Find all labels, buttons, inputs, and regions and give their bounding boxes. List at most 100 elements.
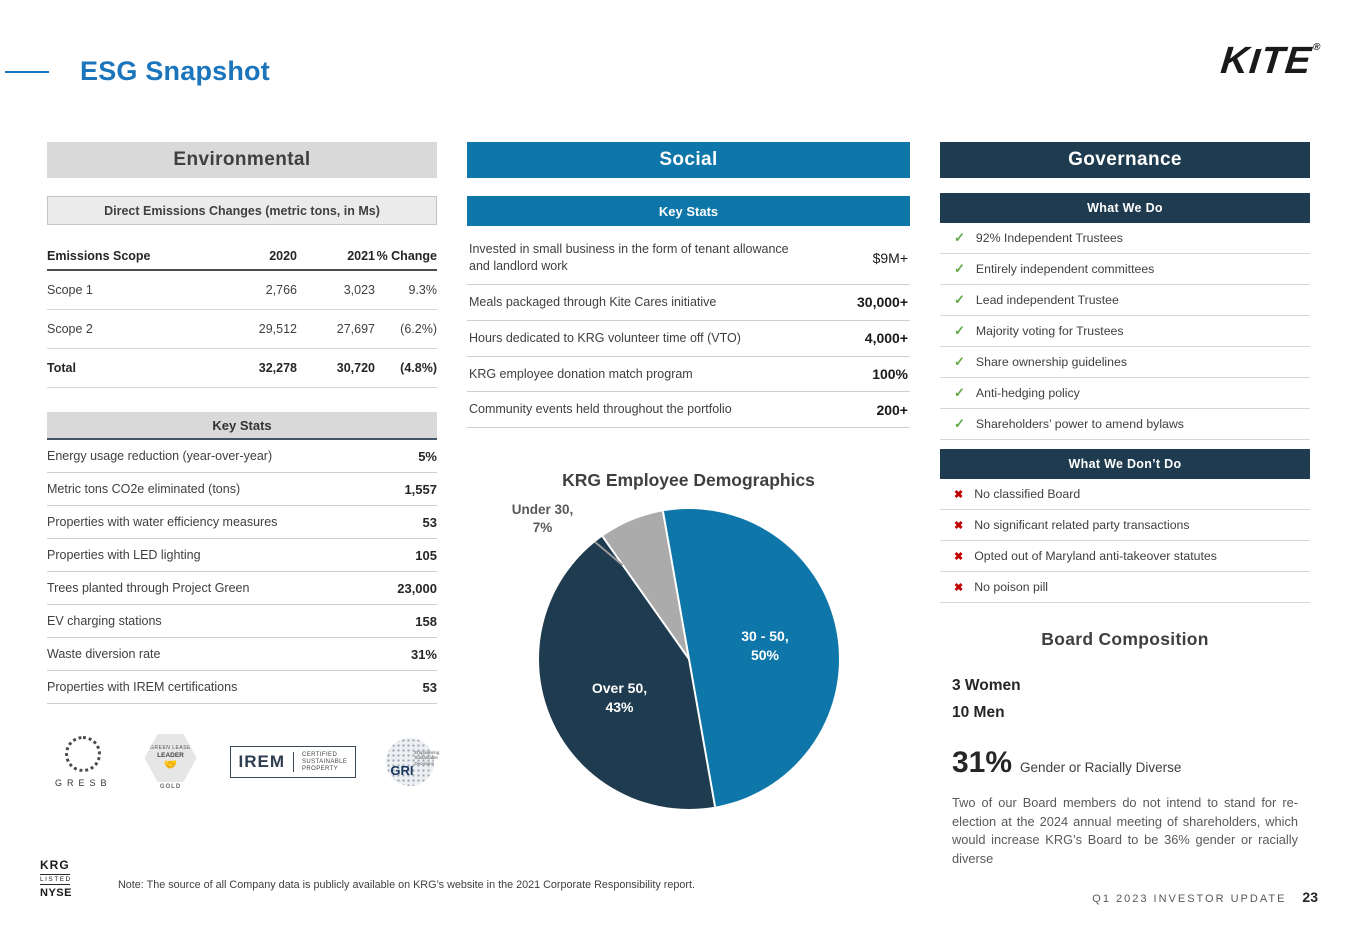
emissions-row-2020: 32,278 (258, 361, 297, 375)
emissions-col-change: % Change (376, 249, 437, 263)
pie-chart (538, 509, 839, 810)
x-icon: ✖ (954, 488, 964, 501)
social-stat-value: 30,000+ (857, 294, 908, 311)
check-icon: ✓ (954, 354, 965, 369)
what-we-do-list: ✓ 92% Independent Trustees ✓ Entirely in… (940, 223, 1310, 440)
env-stat-label: Properties with water efficiency measure… (47, 515, 278, 529)
env-stat-label: Trees planted through Project Green (47, 581, 250, 595)
check-icon: ✓ (954, 323, 965, 338)
governance-do-text: Shareholders’ power to amend bylaws (975, 417, 1184, 431)
governance-do-item: ✓ Majority voting for Trustees (940, 316, 1310, 347)
emissions-col-2021: 2021 (347, 249, 375, 263)
env-stat-row: Waste diversion rate 31% (47, 638, 437, 671)
irem-logo: IREM CERTIFIED SUSTAINABLE PROPERTY (229, 746, 357, 778)
kite-wordmark: KITE (1218, 40, 1314, 82)
emissions-table-header: Emissions Scope 2020 2021 % Change (47, 249, 437, 271)
governance-do-text: Lead independent Trustee (975, 293, 1119, 307)
env-stat-row: Metric tons CO2e eliminated (tons) 1,557 (47, 473, 437, 506)
governance-do-text: Anti-hedging policy (975, 386, 1080, 400)
env-stat-value: 1,557 (404, 481, 437, 497)
env-stat-row: Properties with LED lighting 105 (47, 539, 437, 572)
gri-globe-icon (386, 738, 435, 786)
governance-dont-item: ✖ Opted out of Maryland anti-takeover st… (940, 541, 1310, 572)
check-icon: ✓ (954, 261, 965, 276)
env-key-stats-list: Energy usage reduction (year-over-year) … (47, 440, 437, 704)
board-counts: 3 Women 10 Men (952, 672, 1310, 726)
env-stat-row: EV charging stations 158 (47, 605, 437, 638)
social-stat-row: Community events held throughout the por… (467, 392, 910, 429)
env-stat-row: Properties with IREM certifications 53 (47, 671, 437, 704)
governance-dont-item: ✖ No classified Board (940, 479, 1310, 510)
social-stat-row: KRG employee donation match program 100% (467, 357, 910, 393)
pie-label-under-30: Under 30, 7% (511, 502, 574, 536)
governance-header: Governance (940, 142, 1310, 178)
emissions-row-2021: 30,720 (336, 361, 375, 375)
governance-dont-text: No poison pill (974, 580, 1049, 594)
social-stat-value: $9M+ (872, 249, 908, 266)
governance-dont-text: No classified Board (974, 487, 1081, 501)
social-stat-label: Hours dedicated to KRG volunteer time of… (469, 330, 741, 345)
emissions-row-change: 9.3% (408, 283, 438, 297)
pie-label-over-50: Over 50, 43% (591, 680, 648, 716)
pie-slice-divider (687, 659, 716, 808)
env-stat-value: 23,000 (397, 580, 437, 596)
emissions-row: Scope 1 2,766 3,023 9.3% (47, 271, 437, 310)
title-dash (5, 71, 49, 73)
governance-dont-text: Opted out of Maryland anti-takeover stat… (974, 549, 1217, 563)
emissions-rows: Scope 1 2,766 3,023 9.3% Scope 2 29,512 … (47, 271, 437, 388)
env-stat-label: EV charging stations (47, 614, 162, 628)
social-stat-row: Meals packaged through Kite Cares initia… (467, 285, 910, 321)
governance-dont-text: No significant related party transaction… (974, 518, 1190, 532)
emissions-row-change: (6.2%) (400, 322, 437, 336)
social-stats-list: Invested in small business in the form o… (467, 232, 910, 429)
env-stat-label: Energy usage reduction (year-over-year) (47, 449, 273, 463)
env-stat-label: Properties with LED lighting (47, 548, 201, 562)
board-diverse: 31% Gender or Racially Diverse (952, 746, 1310, 780)
governance-do-item: ✓ Shareholders’ power to amend bylaws (940, 409, 1310, 440)
social-column: Social Key Stats Invested in small busin… (467, 142, 910, 829)
env-stat-row: Energy usage reduction (year-over-year) … (47, 440, 437, 473)
environmental-header: Environmental (47, 142, 437, 178)
page-title: ESG Snapshot (80, 56, 270, 86)
gri-logo: GRI Empowering Sustainable Decisions (386, 738, 439, 786)
env-stat-label: Metric tons CO2e eliminated (tons) (47, 482, 241, 496)
social-stat-value: 200+ (876, 401, 908, 418)
chart-title: KRG Employee Demographics (562, 470, 815, 491)
emissions-table: Emissions Scope 2020 2021 % Change Scope… (47, 249, 437, 388)
governance-do-text: Share ownership guidelines (975, 355, 1127, 369)
env-stat-value: 158 (415, 613, 437, 629)
env-stat-label: Properties with IREM certifications (47, 680, 238, 694)
check-icon: ✓ (954, 385, 965, 400)
social-stat-label: KRG employee donation match program (469, 366, 693, 381)
env-stat-label: Waste diversion rate (47, 647, 161, 661)
board-note: Two of our Board members do not intend t… (952, 795, 1298, 866)
env-stat-value: 53 (422, 514, 437, 530)
governance-do-item: ✓ Anti-hedging policy (940, 378, 1310, 409)
pie-chart-area: 30 - 50, 50% Over 50, 43% Under 30, 7% (467, 499, 910, 829)
emissions-row-label: Total (47, 361, 76, 375)
emissions-row-label: Scope 1 (47, 283, 93, 297)
board-women-count: 3 Women (952, 677, 1021, 694)
what-we-dont-do-list: ✖ No classified Board ✖ No significant r… (940, 479, 1310, 603)
what-we-dont-do-bar: What We Don’t Do (940, 449, 1310, 479)
kite-logo: KITE® (1219, 40, 1322, 83)
governance-dont-item: ✖ No poison pill (940, 572, 1310, 603)
env-key-stats-bar: Key Stats (47, 412, 437, 440)
governance-do-text: Majority voting for Trustees (975, 324, 1124, 338)
page-number: 23 (1302, 889, 1318, 905)
social-header: Social (467, 142, 910, 178)
board-composition-title: Board Composition (1041, 629, 1209, 649)
governance-do-item: ✓ Share ownership guidelines (940, 347, 1310, 378)
footer-right: Q1 2023 INVESTOR UPDATE 23 (1092, 889, 1318, 905)
what-we-do-bar: What We Do (940, 193, 1310, 223)
source-note: Note: The source of all Company data is … (118, 879, 695, 891)
emissions-row-change: (4.8%) (400, 361, 437, 375)
env-stat-value: 105 (415, 547, 437, 563)
emissions-row-2021: 27,697 (336, 322, 375, 336)
emissions-row-label: Scope 2 (47, 322, 93, 336)
green-lease-leader-badge-icon: GREEN LEASE LEADER 🤝 (144, 734, 197, 782)
emissions-row: Total 32,278 30,720 (4.8%) (47, 349, 437, 388)
registered-mark: ® (1312, 42, 1323, 53)
board-diverse-percent: 31% (952, 746, 1013, 780)
